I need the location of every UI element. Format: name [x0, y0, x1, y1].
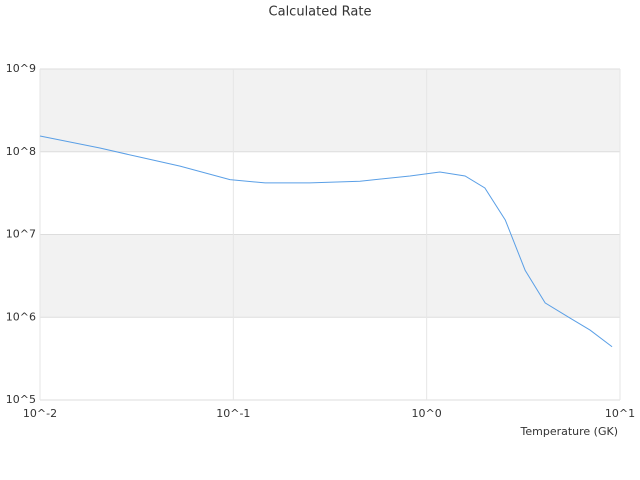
y-tick-label: 10^9: [6, 62, 36, 75]
y-tick-label: 10^5: [6, 393, 36, 406]
band: [40, 69, 620, 152]
y-tick-label: 10^6: [6, 310, 36, 323]
x-tick-label: 10^1: [605, 407, 635, 420]
x-tick-label: 10^-2: [23, 407, 57, 420]
y-tick-label: 10^7: [6, 228, 36, 241]
chart-title: Calculated Rate: [269, 5, 372, 20]
line: [39, 135, 613, 348]
y-tick-label: 10^8: [6, 145, 36, 158]
x-axis-title: Temperature (GK): [520, 425, 619, 438]
x-tick-label: 10^0: [412, 407, 442, 420]
x-tick-label: 10^-1: [216, 407, 250, 420]
band: [40, 234, 620, 318]
